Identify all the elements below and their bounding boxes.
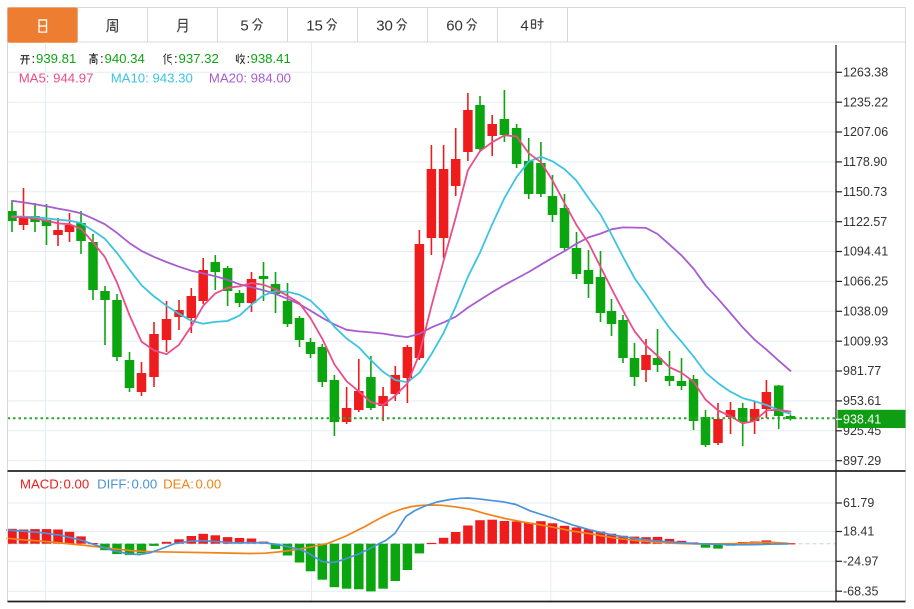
- svg-text:938.41: 938.41: [251, 51, 291, 66]
- svg-text:1263.38: 1263.38: [843, 66, 888, 80]
- svg-text:981.77: 981.77: [843, 364, 881, 378]
- svg-text:18.41: 18.41: [843, 525, 874, 539]
- svg-text:1009.93: 1009.93: [843, 334, 888, 348]
- svg-text:MA20: 984.00: MA20: 984.00: [209, 71, 291, 86]
- svg-text:DIFF:: DIFF:: [97, 477, 130, 492]
- svg-text:0.00: 0.00: [64, 477, 90, 492]
- svg-text:MA10: 943.30: MA10: 943.30: [111, 71, 193, 86]
- svg-text:953.61: 953.61: [843, 394, 881, 408]
- svg-text:5: 5: [240, 18, 248, 35]
- svg-text:1094.41: 1094.41: [843, 245, 888, 259]
- svg-text:-68.35: -68.35: [843, 584, 878, 598]
- svg-text::: :: [174, 51, 178, 66]
- svg-text:1207.06: 1207.06: [843, 125, 888, 139]
- svg-text:1235.22: 1235.22: [843, 95, 888, 109]
- svg-text:4: 4: [520, 18, 528, 35]
- svg-text:15: 15: [306, 18, 323, 35]
- svg-text:MA5: 944.97: MA5: 944.97: [19, 71, 94, 86]
- svg-text:1066.25: 1066.25: [843, 275, 888, 289]
- svg-text:1150.73: 1150.73: [843, 185, 887, 199]
- svg-text:1038.09: 1038.09: [843, 305, 888, 319]
- svg-text:30: 30: [376, 18, 393, 35]
- svg-text:DEA:: DEA:: [163, 477, 194, 492]
- svg-text::: :: [247, 51, 251, 66]
- svg-text::: :: [100, 51, 104, 66]
- svg-text:940.34: 940.34: [105, 51, 145, 66]
- svg-text:0.00: 0.00: [132, 477, 158, 492]
- svg-text:60: 60: [446, 18, 463, 35]
- svg-text:MACD:: MACD:: [20, 477, 63, 492]
- svg-text:937.32: 937.32: [179, 51, 219, 66]
- svg-text:0.00: 0.00: [196, 477, 222, 492]
- svg-text:1122.57: 1122.57: [843, 215, 887, 229]
- svg-text:-24.97: -24.97: [843, 555, 878, 569]
- svg-text:897.29: 897.29: [843, 454, 881, 468]
- svg-text:61.79: 61.79: [843, 496, 874, 510]
- svg-text:1178.90: 1178.90: [843, 155, 887, 169]
- svg-text::: :: [32, 51, 36, 66]
- svg-text:938.41: 938.41: [843, 412, 881, 426]
- svg-text:939.81: 939.81: [36, 51, 76, 66]
